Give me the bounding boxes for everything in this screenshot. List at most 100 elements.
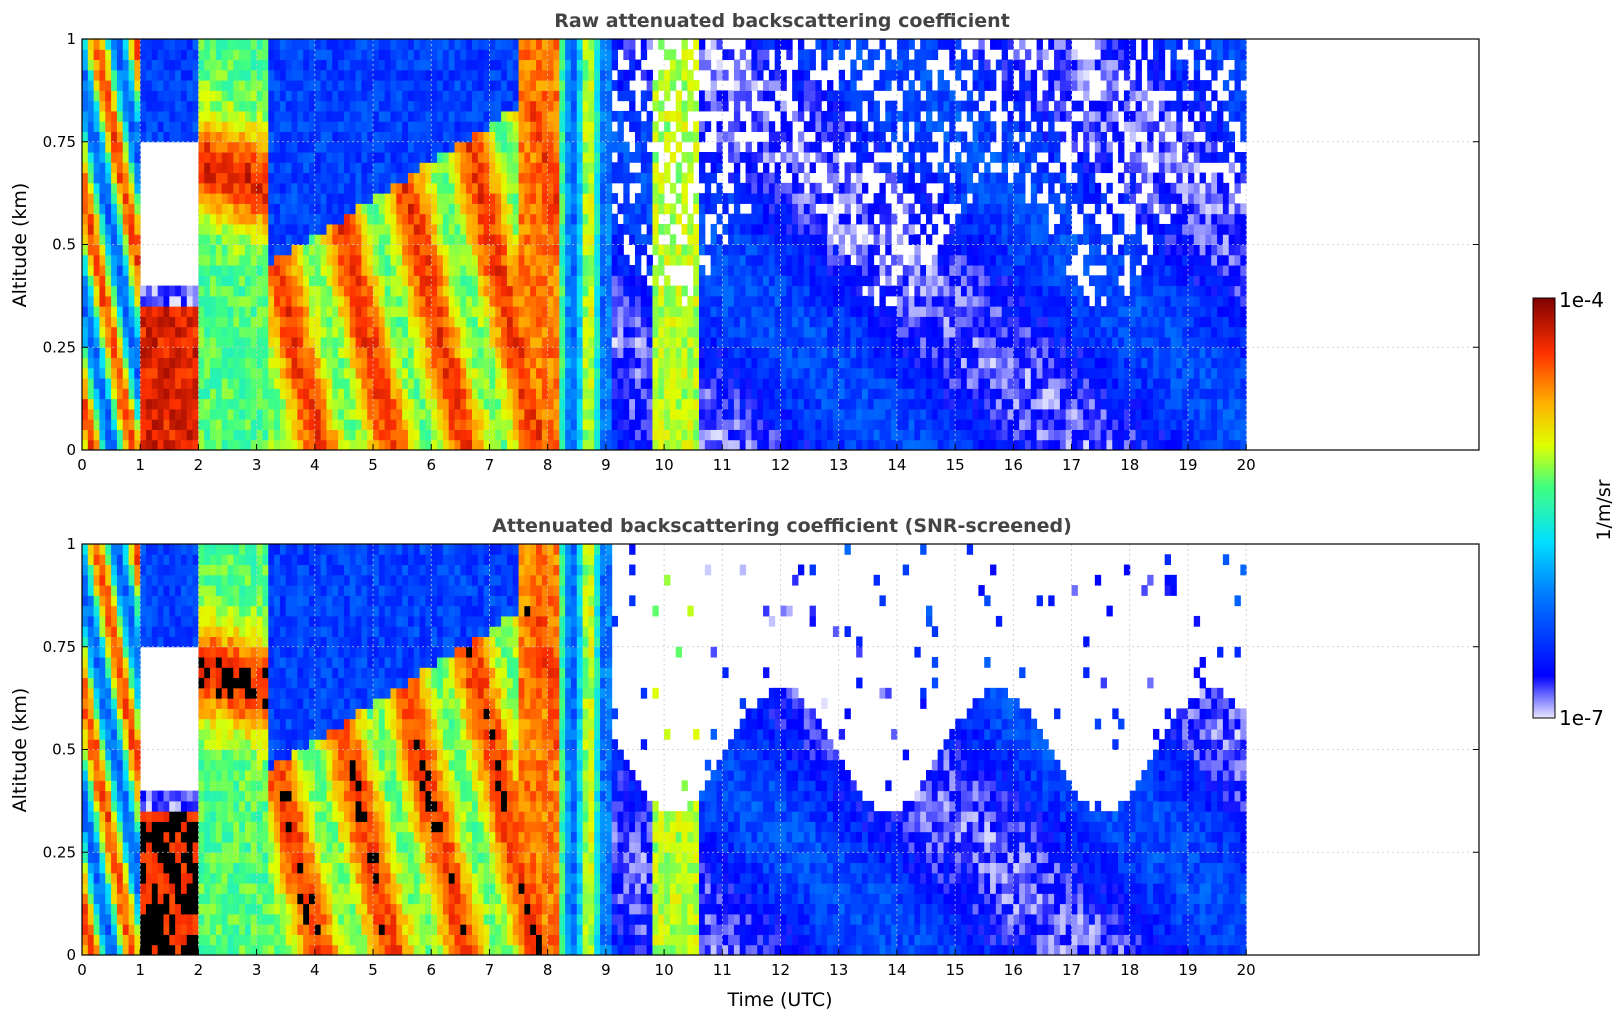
heatmap-cell [192, 398, 199, 410]
heatmap-cell [815, 378, 822, 389]
heatmap-cell [111, 39, 118, 50]
heatmap-cell [361, 213, 368, 225]
heatmap-cell [326, 357, 333, 369]
heatmap-cell [617, 39, 624, 50]
heatmap-cell [285, 336, 293, 348]
heatmap-cell [454, 367, 461, 379]
heatmap-cell [763, 326, 770, 338]
heatmap-cell [134, 367, 141, 379]
heatmap-cell [815, 152, 822, 163]
heatmap-cell [617, 254, 624, 266]
heatmap-cell [361, 306, 368, 317]
heatmap-cell [489, 347, 496, 359]
heatmap-cell [338, 162, 345, 174]
heatmap-cell [221, 110, 229, 122]
heatmap-cell [431, 316, 438, 328]
heatmap-cell [646, 39, 653, 50]
heatmap-cell [472, 90, 479, 102]
heatmap-cell [792, 90, 799, 102]
heatmap-cell [745, 172, 752, 184]
heatmap-cell [250, 193, 258, 204]
heatmap-cell [93, 110, 100, 122]
heatmap-cell [716, 100, 723, 112]
heatmap-cell [175, 357, 182, 369]
heatmap-cell [675, 59, 683, 71]
heatmap-cell [547, 347, 554, 359]
heatmap-cell [792, 182, 799, 194]
heatmap-cell [291, 121, 298, 132]
heatmap-cell [332, 367, 339, 379]
heatmap-cell [343, 306, 351, 317]
heatmap-cell [111, 152, 118, 163]
heatmap-cell [489, 131, 496, 143]
heatmap-cell [582, 275, 589, 287]
heatmap-cell [646, 326, 653, 338]
heatmap-cell [506, 131, 514, 143]
heatmap-cell [105, 69, 112, 81]
heatmap-cell [768, 90, 776, 102]
heatmap-cell [116, 121, 124, 132]
heatmap-cell [87, 419, 95, 430]
heatmap-cell [373, 172, 380, 184]
heatmap-cell [215, 388, 223, 400]
heatmap-cell [658, 295, 665, 307]
heatmap-cell [82, 59, 89, 71]
heatmap-cell [221, 378, 229, 389]
heatmap-cell [326, 326, 333, 338]
heatmap-cell [244, 254, 252, 266]
heatmap-cell [349, 110, 357, 122]
heatmap-cell [367, 69, 374, 81]
heatmap-cell [262, 193, 269, 204]
heatmap-cell [675, 347, 683, 359]
heatmap-cell [832, 182, 840, 194]
heatmap-cell [303, 275, 310, 287]
heatmap-cell [239, 131, 246, 143]
heatmap-cell [786, 378, 793, 389]
heatmap-cell [541, 59, 549, 71]
heatmap-cell [146, 59, 153, 71]
heatmap-cell [786, 285, 793, 297]
heatmap-cell [349, 223, 357, 235]
heatmap-cell [343, 152, 351, 163]
heatmap-cell [745, 141, 752, 153]
heatmap-cell [157, 80, 164, 91]
heatmap-cell [314, 100, 322, 112]
heatmap-cell [605, 378, 613, 389]
heatmap-cell [629, 265, 636, 276]
heatmap-cell [291, 100, 298, 112]
heatmap-cell [105, 110, 112, 122]
heatmap-cell [623, 367, 630, 379]
heatmap-cell [611, 223, 619, 235]
heatmap-cell [559, 439, 566, 451]
heatmap-cell [565, 429, 572, 441]
heatmap-cell [803, 193, 811, 204]
heatmap-cell [605, 326, 613, 338]
heatmap-cell [87, 234, 95, 245]
heatmap-cell [477, 110, 485, 122]
heatmap-cell [198, 152, 205, 163]
heatmap-cell [384, 439, 391, 451]
heatmap-cell [175, 439, 182, 451]
heatmap-cell [466, 141, 473, 153]
heatmap-cell [146, 388, 153, 400]
heatmap-cell [477, 306, 485, 317]
heatmap-cell [565, 69, 572, 81]
heatmap-cell [681, 419, 688, 430]
heatmap-cell [390, 172, 397, 184]
heatmap-cell [425, 121, 432, 132]
heatmap-cell [570, 172, 578, 184]
heatmap-cell [279, 80, 287, 91]
heatmap-cell [797, 336, 805, 348]
heatmap-cell [402, 439, 409, 451]
heatmap-cell [378, 419, 386, 430]
heatmap-cell [210, 429, 217, 441]
heatmap-cell [477, 172, 485, 184]
heatmap-cell [722, 223, 729, 235]
heatmap-cell [425, 275, 432, 287]
heatmap-cell [576, 182, 584, 194]
heatmap-cell [268, 367, 275, 379]
heatmap-cell [797, 213, 805, 225]
heatmap-cell [128, 213, 135, 225]
heatmap-cell [495, 162, 502, 174]
heatmap-cell [239, 141, 246, 153]
